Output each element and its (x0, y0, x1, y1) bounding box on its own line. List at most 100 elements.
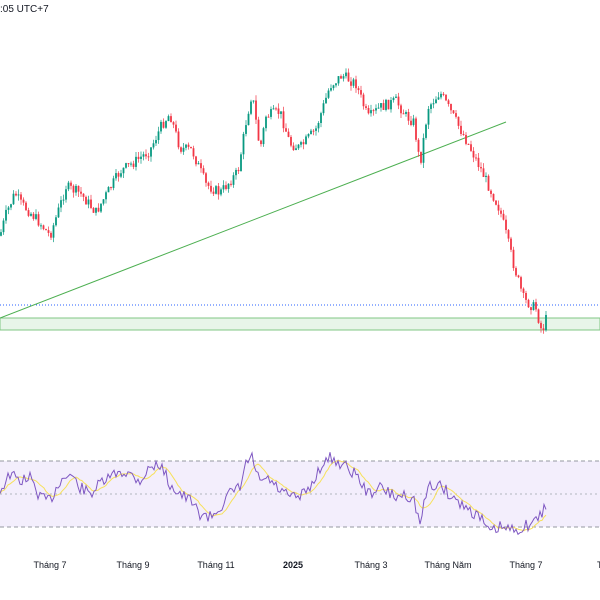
candle-body (155, 140, 157, 144)
candle-body (480, 167, 482, 169)
candle-body (265, 116, 267, 129)
candle-body (152, 143, 155, 148)
candle-body (232, 175, 235, 185)
rsi-moving-average-line (0, 459, 547, 532)
candle-body (85, 196, 87, 205)
candle-body (400, 105, 402, 114)
candle-body (247, 113, 250, 126)
candle-body (97, 207, 100, 212)
candle-body (360, 90, 362, 95)
candle-body (185, 144, 187, 148)
candle-body (462, 133, 465, 135)
candle-body (512, 249, 515, 269)
candle-body (112, 178, 115, 189)
candle-body (342, 76, 345, 79)
candle-body (257, 119, 260, 141)
trendline[interactable] (0, 121, 507, 319)
candle-body (387, 99, 390, 110)
time-axis[interactable]: Tháng 7 Tháng 9 Tháng 11 2025 Tháng 3 Th… (33, 560, 600, 570)
candle-body (262, 128, 265, 145)
candle-body (522, 288, 525, 293)
candle-body (417, 139, 420, 152)
candle-body (280, 111, 282, 114)
candle-body (215, 186, 217, 194)
candle-body (282, 111, 285, 129)
time-axis-label: 2025 (283, 560, 303, 570)
candle-body (242, 133, 245, 155)
candle-body (50, 232, 52, 238)
candle-body (450, 104, 452, 111)
candle-body (55, 217, 57, 226)
candle-body (132, 163, 135, 167)
candle-body (420, 151, 422, 163)
candle-body (305, 136, 307, 145)
candle-body (80, 191, 82, 194)
time-axis-label: Tháng 3 (354, 560, 387, 570)
candle-body (527, 299, 530, 308)
candle-body (7, 207, 10, 210)
candle-body (325, 97, 327, 104)
candle-body (317, 122, 320, 129)
candle-body (290, 136, 292, 146)
candle-body (515, 268, 517, 276)
candle-body (352, 79, 355, 86)
candle-body (447, 100, 450, 105)
candle-body (297, 144, 300, 149)
candle-body (455, 113, 457, 117)
candle-body (250, 101, 252, 114)
candle-body (90, 199, 92, 208)
candle-body (140, 156, 142, 159)
candle-body (270, 109, 272, 117)
candle-body (502, 213, 505, 220)
candle-body (35, 214, 37, 219)
candle-body (32, 213, 35, 219)
candle-body (20, 194, 22, 200)
candle-body (445, 94, 447, 101)
candle-body (530, 307, 532, 311)
candle-body (105, 192, 107, 200)
candle-body (177, 131, 180, 148)
candle-body (525, 292, 527, 300)
candle-body (205, 173, 207, 183)
candle-body (180, 147, 182, 152)
candle-body (472, 150, 475, 158)
candle-body (37, 214, 40, 226)
candle-body (272, 108, 275, 110)
candle-body (102, 199, 105, 204)
candle-body (355, 79, 357, 89)
candle-body (162, 121, 165, 128)
candle-body (392, 97, 395, 101)
candle-body (92, 207, 95, 213)
candle-body (507, 230, 510, 239)
candle-body (320, 113, 322, 123)
candle-body (25, 202, 27, 211)
support-zone[interactable] (0, 317, 600, 331)
candle-body (57, 207, 60, 218)
candle-body (340, 76, 342, 79)
candle-body (62, 199, 65, 201)
candle-body (287, 131, 290, 137)
candle-body (147, 156, 150, 158)
candle-body (330, 88, 332, 91)
candle-body (517, 275, 520, 278)
candle-body (465, 134, 467, 144)
candle-body (117, 173, 120, 177)
candle-body (380, 103, 382, 108)
candle-body (510, 238, 512, 250)
candle-body (175, 124, 177, 132)
candle-body (300, 142, 302, 145)
candle-body (490, 190, 492, 194)
timestamp-label: :05 UTC+7 (0, 4, 49, 15)
candle-body (30, 213, 32, 216)
candle-body (165, 121, 167, 128)
candle-body (492, 193, 495, 201)
candle-body (0, 232, 2, 236)
candle-body (327, 90, 330, 98)
candle-body (237, 169, 240, 172)
candle-body (487, 175, 490, 191)
candle-body (182, 147, 185, 152)
candle-body (212, 191, 215, 194)
candle-body (160, 121, 162, 132)
